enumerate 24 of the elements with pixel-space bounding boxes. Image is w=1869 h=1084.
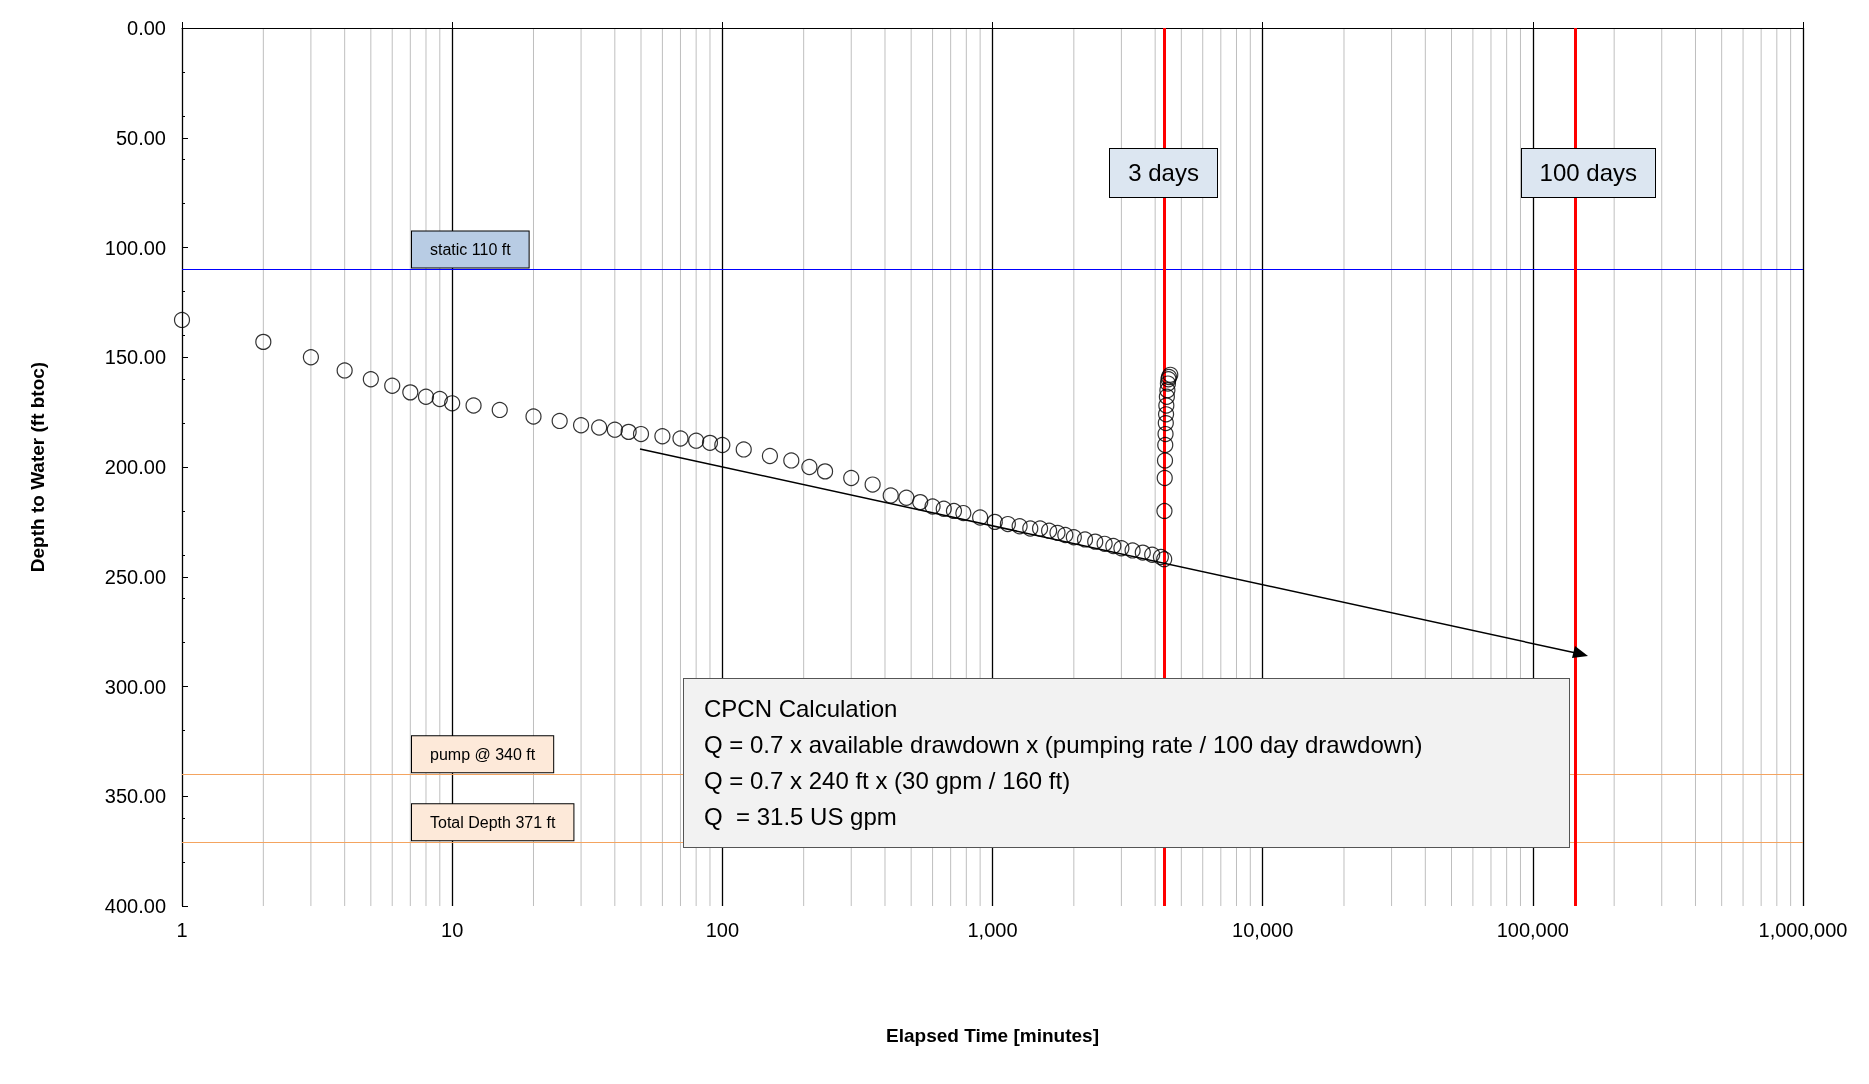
ref-line-label: 100 days bbox=[1520, 148, 1657, 198]
y-tick-label: 200.00 bbox=[104, 456, 166, 478]
x-tick-label: 10,000 bbox=[1232, 919, 1294, 941]
y-tick-label: 150.00 bbox=[104, 346, 166, 369]
ref-line-label: static 110 ft bbox=[430, 240, 512, 258]
y-axis-title: Depth to Water (ft btoc) bbox=[27, 361, 48, 573]
y-tick-label: 100.00 bbox=[104, 236, 166, 259]
y-tick-label: 250.00 bbox=[104, 565, 166, 588]
x-tick-label: 10 bbox=[441, 919, 464, 941]
x-tick-label: 100,000 bbox=[1496, 919, 1569, 941]
ref-line-label: pump @ 340 ft bbox=[430, 745, 536, 763]
x-tick-label: 100 bbox=[705, 919, 740, 941]
note-box: CPCN Calculation Q = 0.7 x available drawdown x (pumping rate / 100 day drawdown) Q = 0.7 x 240 ft x (30 gpm / 160 ft) Q = 31.5 US gpm bbox=[683, 678, 1570, 848]
y-tick-label: 350.00 bbox=[104, 785, 166, 808]
x-tick-label: 1,000 bbox=[967, 919, 1018, 941]
y-tick-label: 300.00 bbox=[104, 675, 166, 698]
ref-line-label: Total Depth 371 ft bbox=[430, 813, 556, 831]
x-tick-label: 1 bbox=[176, 919, 188, 941]
x-tick-label: 1,000,000 bbox=[1758, 919, 1848, 941]
x-axis-title: Elapsed Time [minutes] bbox=[886, 1025, 1099, 1046]
y-tick-label: 400.00 bbox=[104, 895, 166, 917]
y-tick-label: 0.00 bbox=[127, 17, 166, 39]
ref-line-label: 3 days bbox=[1109, 148, 1218, 198]
y-tick-label: 50.00 bbox=[115, 126, 166, 149]
